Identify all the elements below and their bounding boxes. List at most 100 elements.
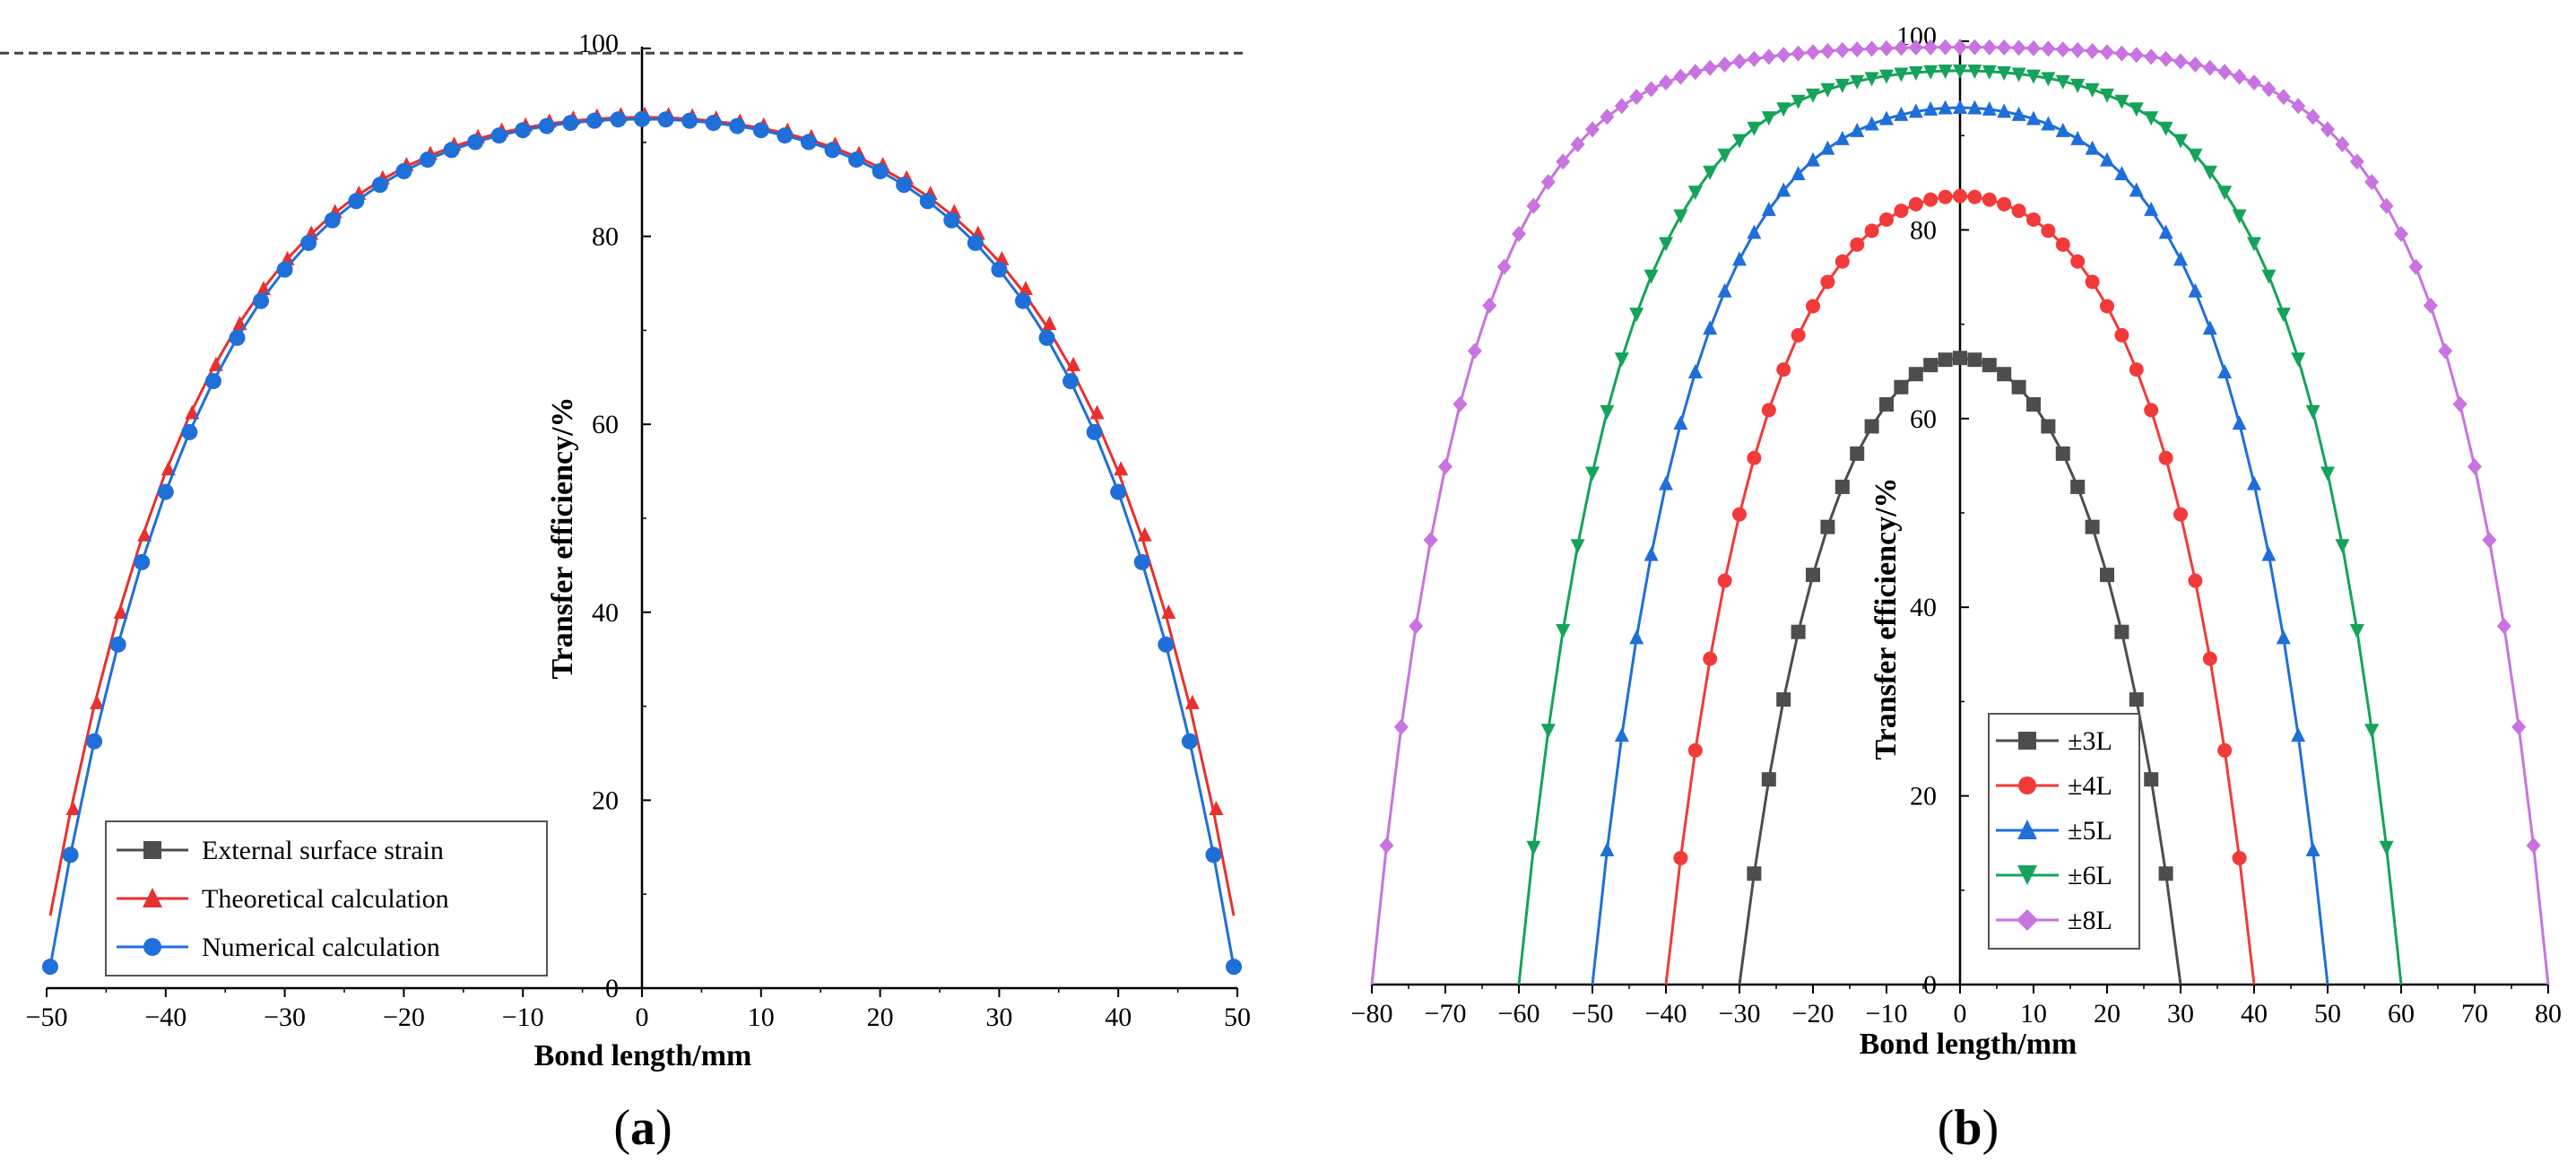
data-point-series-3	[2364, 724, 2380, 739]
legend-entry-2: Numerical calculation	[117, 933, 440, 962]
x-tick-label: 20	[2094, 999, 2121, 1028]
x-tick-label: 50	[2314, 999, 2341, 1028]
data-point-series-3	[1982, 65, 1997, 80]
data-point-series-4	[1806, 44, 1820, 61]
data-point-series-2	[1953, 99, 1967, 114]
data-point-series-1	[1776, 362, 1791, 378]
data-point-series-3	[1629, 308, 1644, 323]
data-point-numerical	[776, 127, 794, 144]
data-point-theoretical	[137, 526, 152, 542]
data-point-numerical	[991, 261, 1008, 278]
data-point-numerical	[300, 234, 317, 251]
series-group	[41, 106, 1243, 976]
data-point-series-4	[1747, 50, 1762, 67]
y-tick-label: 60	[1910, 404, 1937, 434]
panel-label-b-letter: b	[1954, 1100, 1982, 1156]
legend-entry-0: ±3L	[1996, 726, 2112, 756]
data-point-series-2	[2291, 727, 2306, 742]
chart-panel-b: −80 −70 −60 −50 −40 −30 −20 −10 0 10 20 30 40 50 60 70 8…	[1351, 22, 2562, 1156]
legend-label-1: ±4L	[2068, 771, 2112, 801]
data-point-series-1	[1879, 212, 1894, 227]
data-point-series-2	[2011, 106, 2026, 121]
legend-marker-0	[2018, 732, 2036, 750]
y-tick-label: 40	[592, 598, 619, 628]
x-tick-label: 40	[1105, 1002, 1132, 1032]
data-point-numerical	[86, 733, 103, 750]
data-point-theoretical	[90, 694, 105, 709]
data-point-series-3	[1600, 404, 1615, 420]
x-tick-label: 30	[2167, 999, 2194, 1028]
data-point-series-4	[2011, 39, 2026, 56]
data-point-theoretical	[1114, 461, 1129, 476]
data-point-series-3	[2144, 111, 2159, 126]
data-point-numerical	[800, 134, 817, 151]
data-point-series-2	[2217, 363, 2233, 378]
chart-panel-a: −50 −40 −30 −20 −10 0 10 20 30 40 50 0 20 40 60 80 100 E…	[0, 29, 1251, 1156]
data-point-series-1	[1894, 204, 1909, 219]
x-tick-label: −30	[264, 1002, 306, 1032]
data-point-numerical	[1038, 329, 1055, 346]
legend-marker-1	[2018, 777, 2036, 794]
legend-label-2: Numerical calculation	[202, 933, 440, 962]
data-point-series-0	[2055, 446, 2070, 461]
data-point-series-1	[2041, 223, 2056, 239]
data-point-numerical	[943, 212, 960, 229]
data-point-series-1	[2188, 573, 2203, 588]
data-point-numerical	[585, 112, 603, 129]
data-point-series-2	[1938, 100, 1953, 115]
y-tick-label: 0	[1923, 970, 1937, 1000]
data-point-series-2	[2202, 320, 2217, 335]
data-point-series-2	[1820, 140, 1835, 155]
data-point-series-4	[1644, 81, 1659, 98]
data-point-series-1	[1806, 299, 1820, 314]
data-point-series-4	[1776, 47, 1791, 64]
axes-group: −80 −70 −60 −50 −40 −30 −20 −10 0 10 20 30 40 50 60 70 8…	[1351, 22, 2562, 1028]
data-point-series-2	[1673, 415, 1688, 430]
data-point-series-4	[1600, 108, 1615, 126]
data-point-series-2	[1834, 130, 1850, 145]
data-point-series-3	[1908, 65, 1923, 81]
data-point-series-0	[1864, 419, 1879, 434]
data-point-series-2	[1894, 106, 1909, 121]
data-point-series-3	[2276, 308, 2291, 323]
legend-entry-1: Theoretical calculation	[117, 884, 449, 914]
x-tick-label: −60	[1498, 999, 1540, 1028]
data-point-series-1	[1938, 189, 1953, 204]
panel-label-a-letter: a	[630, 1100, 655, 1156]
data-point-series-1	[1761, 403, 1776, 418]
x-tick-label: −10	[1866, 999, 1908, 1028]
data-point-series-4	[2305, 108, 2320, 126]
panel-label-a: (a)	[613, 1100, 672, 1156]
data-point-series-3	[1776, 102, 1791, 117]
data-point-series-3	[1614, 352, 1629, 368]
data-point-series-1	[1717, 573, 1732, 588]
data-point-series-4	[2379, 197, 2394, 214]
data-point-numerical	[872, 162, 889, 179]
data-point-series-0	[1879, 396, 1894, 412]
data-point-series-4	[2202, 59, 2217, 76]
legend-entry-2: ±5L	[1996, 816, 2112, 846]
data-point-numerical	[395, 162, 412, 179]
data-point-series-2	[2305, 842, 2320, 857]
x-tick-label: 20	[867, 1002, 894, 1032]
data-point-numerical	[1158, 636, 1175, 653]
data-point-series-3	[1997, 65, 2012, 81]
data-point-series-3	[2291, 352, 2306, 368]
data-point-series-4	[2070, 41, 2086, 58]
data-point-series-4	[1438, 458, 1453, 475]
data-point-series-2	[1687, 363, 1703, 378]
legend-marker-2	[143, 938, 161, 956]
data-point-series-4	[1467, 343, 1482, 360]
x-tick-label: −30	[1719, 999, 1761, 1028]
data-point-series-2	[2247, 475, 2261, 490]
legend-label-1: Theoretical calculation	[202, 884, 449, 914]
y-tick-label: 60	[592, 410, 619, 439]
data-point-series-1	[1923, 192, 1939, 207]
data-point-theoretical	[1089, 404, 1105, 420]
data-point-series-0	[1820, 519, 1835, 534]
data-point-series-0	[2114, 624, 2129, 639]
y-tick-label: 100	[578, 29, 619, 58]
data-point-series-0	[1938, 352, 1953, 368]
data-point-series-3	[1526, 840, 1541, 855]
